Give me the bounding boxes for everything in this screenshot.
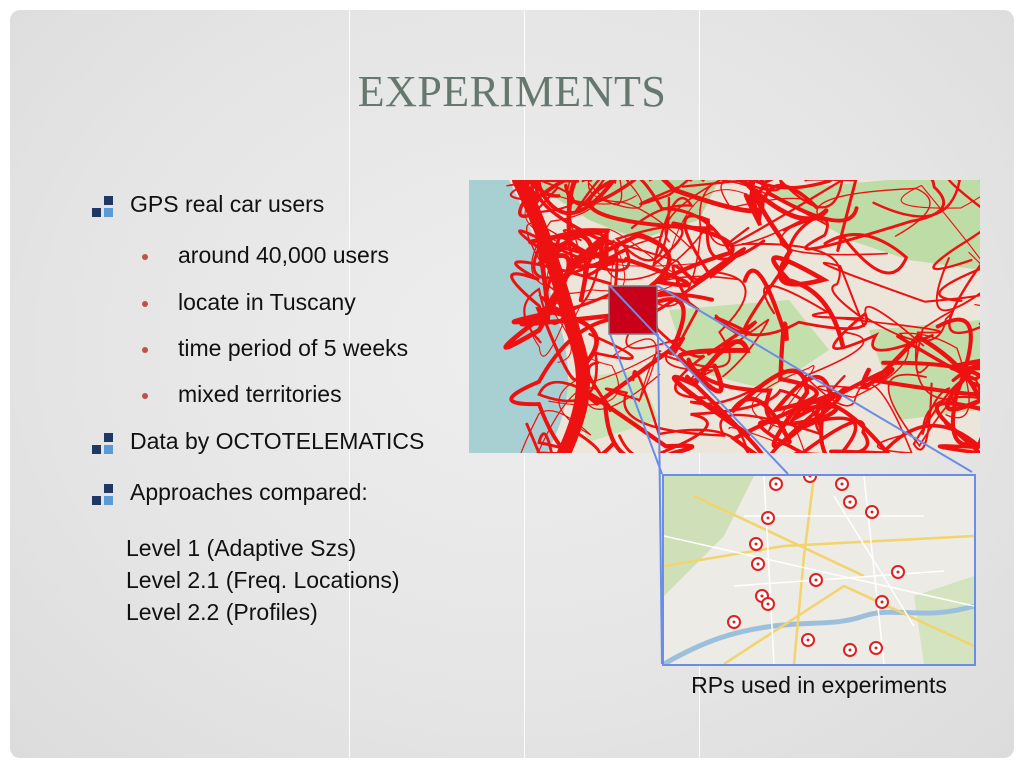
- square-bullet-icon: [92, 484, 113, 505]
- map-caption: RPs used in experiments: [691, 672, 947, 698]
- round-bullet-icon: [142, 254, 148, 260]
- square-bullet-icon: [92, 433, 113, 454]
- zoomed-map: [662, 474, 976, 666]
- bullet-text: Approaches compared:: [130, 479, 368, 505]
- city-map: [664, 476, 974, 664]
- round-bullet-icon: [142, 301, 148, 307]
- slide: EXPERIMENTS GPS real car users around 40…: [10, 10, 1014, 758]
- bullet-text: GPS real car users: [130, 191, 325, 217]
- sub-bullet-text: time period of 5 weeks: [178, 335, 409, 361]
- sub-bullet-text: mixed territories: [178, 381, 342, 407]
- sub-bullet-text: around 40,000 users: [178, 242, 389, 268]
- round-bullet-icon: [142, 393, 148, 399]
- sub-bullet-text: locate in Tuscany: [178, 289, 356, 315]
- zoom-area-marker: [608, 285, 658, 335]
- level-item: Level 1 (Adaptive Szs): [126, 535, 357, 561]
- background-line: [349, 10, 350, 758]
- bullet-text: Data by OCTOTELEMATICS: [130, 428, 425, 454]
- level-item: Level 2.1 (Freq. Locations): [126, 567, 400, 593]
- round-bullet-icon: [142, 347, 148, 353]
- traffic-density-map: [469, 180, 980, 453]
- slide-title: EXPERIMENTS: [357, 67, 667, 116]
- level-item: Level 2.2 (Profiles): [126, 599, 318, 625]
- square-bullet-icon: [92, 196, 113, 217]
- map-pin-icon: [727, 476, 905, 657]
